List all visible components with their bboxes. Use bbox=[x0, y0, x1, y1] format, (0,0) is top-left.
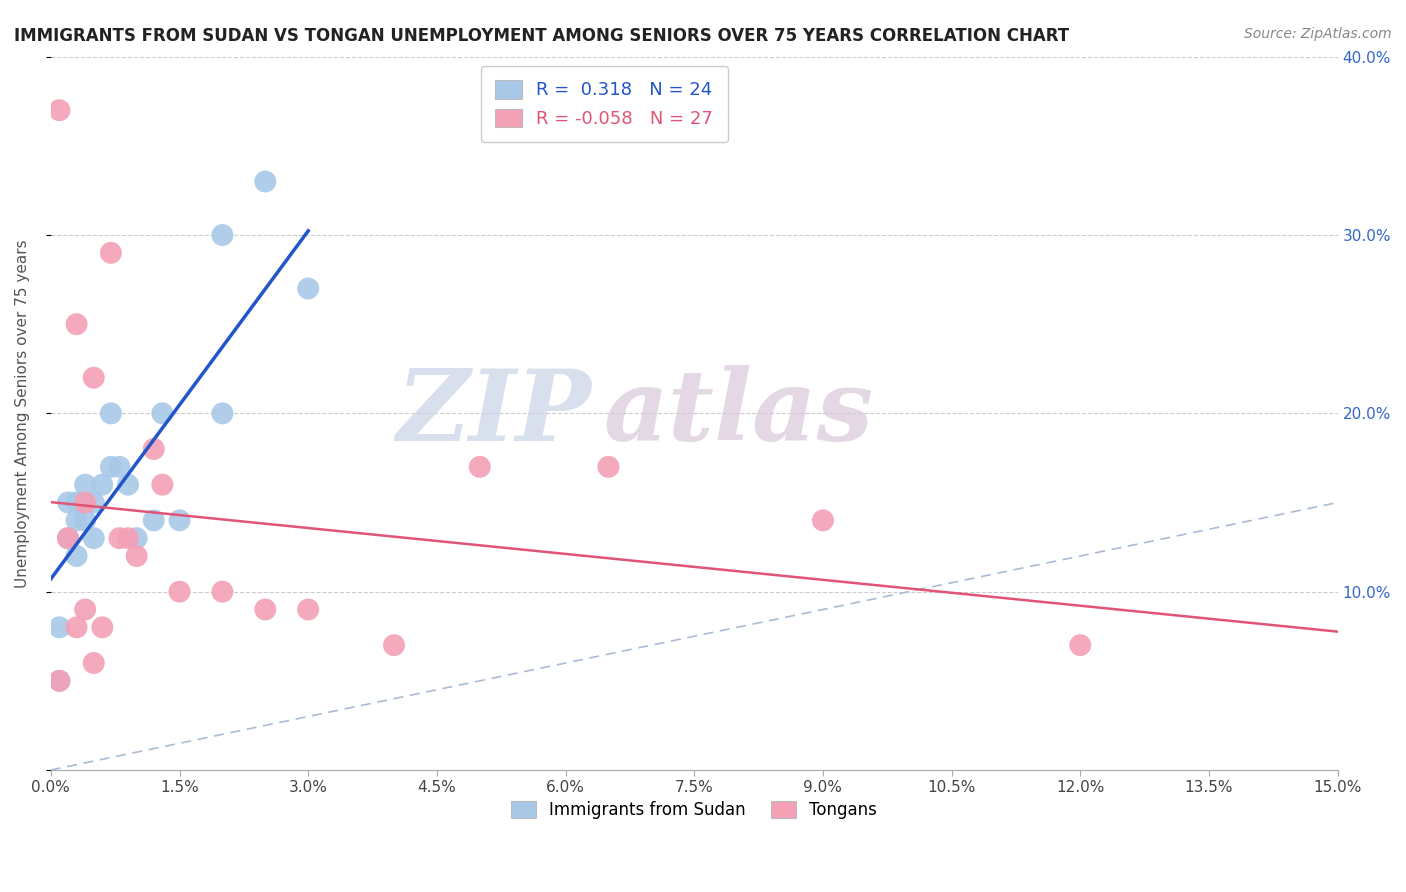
Point bbox=[125, 531, 148, 545]
Point bbox=[83, 495, 105, 509]
Point bbox=[48, 103, 70, 118]
Point bbox=[75, 477, 97, 491]
Point bbox=[142, 513, 165, 527]
Point bbox=[598, 459, 620, 474]
Point bbox=[65, 495, 87, 509]
Point bbox=[211, 406, 233, 420]
Point bbox=[108, 531, 131, 545]
Point bbox=[100, 245, 122, 260]
Point bbox=[65, 513, 87, 527]
Point bbox=[108, 459, 131, 474]
Point bbox=[100, 459, 122, 474]
Legend: Immigrants from Sudan, Tongans: Immigrants from Sudan, Tongans bbox=[505, 795, 884, 826]
Y-axis label: Unemployment Among Seniors over 75 years: Unemployment Among Seniors over 75 years bbox=[15, 239, 30, 588]
Point bbox=[150, 477, 173, 491]
Point bbox=[48, 620, 70, 634]
Point bbox=[125, 549, 148, 563]
Point bbox=[56, 531, 79, 545]
Text: ZIP: ZIP bbox=[396, 365, 592, 461]
Point bbox=[468, 459, 491, 474]
Point bbox=[1069, 638, 1091, 652]
Text: IMMIGRANTS FROM SUDAN VS TONGAN UNEMPLOYMENT AMONG SENIORS OVER 75 YEARS CORRELA: IMMIGRANTS FROM SUDAN VS TONGAN UNEMPLOY… bbox=[14, 27, 1069, 45]
Point bbox=[382, 638, 405, 652]
Point bbox=[83, 531, 105, 545]
Point bbox=[169, 584, 191, 599]
Point bbox=[65, 620, 87, 634]
Point bbox=[169, 513, 191, 527]
Point bbox=[211, 584, 233, 599]
Point bbox=[297, 602, 319, 616]
Point bbox=[56, 495, 79, 509]
Point bbox=[48, 673, 70, 688]
Point bbox=[91, 477, 114, 491]
Point bbox=[117, 531, 139, 545]
Point bbox=[142, 442, 165, 456]
Point bbox=[83, 370, 105, 384]
Point bbox=[297, 281, 319, 295]
Point bbox=[117, 477, 139, 491]
Text: Source: ZipAtlas.com: Source: ZipAtlas.com bbox=[1244, 27, 1392, 41]
Point bbox=[811, 513, 834, 527]
Point bbox=[100, 406, 122, 420]
Point bbox=[65, 317, 87, 331]
Point bbox=[83, 656, 105, 670]
Text: atlas: atlas bbox=[605, 365, 875, 461]
Point bbox=[211, 227, 233, 242]
Point bbox=[75, 602, 97, 616]
Point bbox=[75, 495, 97, 509]
Point bbox=[91, 620, 114, 634]
Point bbox=[65, 549, 87, 563]
Point bbox=[254, 602, 277, 616]
Point bbox=[150, 406, 173, 420]
Point bbox=[48, 673, 70, 688]
Point bbox=[56, 531, 79, 545]
Point bbox=[254, 174, 277, 188]
Point bbox=[75, 513, 97, 527]
